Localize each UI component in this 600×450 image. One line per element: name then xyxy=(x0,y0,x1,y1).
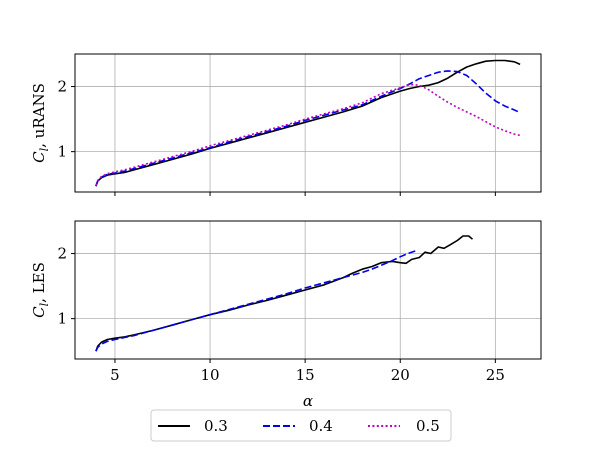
series-line-0.3 xyxy=(95,59,521,187)
y-tick-label: 1 xyxy=(57,143,67,161)
y-tick-label: 1 xyxy=(57,310,67,328)
x-tick-label: 5 xyxy=(110,366,120,384)
bottom-panel-les: 5 10 15 20 25 1 2 Cl, LES α xyxy=(30,220,542,410)
bottom-ylabel: Cl, LES xyxy=(30,262,51,318)
top-ylabel-sub: l xyxy=(38,147,51,151)
legend-label-2: 0.5 xyxy=(416,417,440,435)
bottom-ylabel-main: C xyxy=(30,306,48,318)
x-tick-label: 15 xyxy=(296,366,315,384)
legend-frame xyxy=(150,409,452,442)
series-line-0.4 xyxy=(95,250,416,352)
y-tick-label: 2 xyxy=(57,78,67,96)
legend-entry-0: 0.3 xyxy=(158,417,228,435)
y-tick-label: 2 xyxy=(57,245,67,263)
top-ylabel-rest: , uRANS xyxy=(30,83,48,148)
bottom-panel-frame xyxy=(74,220,542,360)
bottom-ylabel-sub: l xyxy=(38,302,51,306)
top-ylabel-main: C xyxy=(30,151,48,163)
top-panel-urans: 1 2 Cl, uRANS xyxy=(30,53,542,196)
legend-label-1: 0.4 xyxy=(309,417,333,435)
x-tick-label: 25 xyxy=(486,366,505,384)
series-line-0.4 xyxy=(95,70,521,187)
legend-entry-1: 0.4 xyxy=(263,417,333,435)
bottom-ylabel-rest: , LES xyxy=(30,262,48,303)
series-line-0.5 xyxy=(95,83,521,186)
legend-entry-2: 0.5 xyxy=(368,417,440,435)
legend-label-0: 0.3 xyxy=(204,417,228,435)
legend: 0.3 0.4 0.5 xyxy=(150,409,452,442)
x-axis-label: α xyxy=(303,392,313,410)
x-tick-label: 20 xyxy=(391,366,410,384)
top-panel-frame xyxy=(74,53,542,193)
top-ylabel: Cl, uRANS xyxy=(30,83,51,163)
x-tick-label: 10 xyxy=(200,366,219,384)
